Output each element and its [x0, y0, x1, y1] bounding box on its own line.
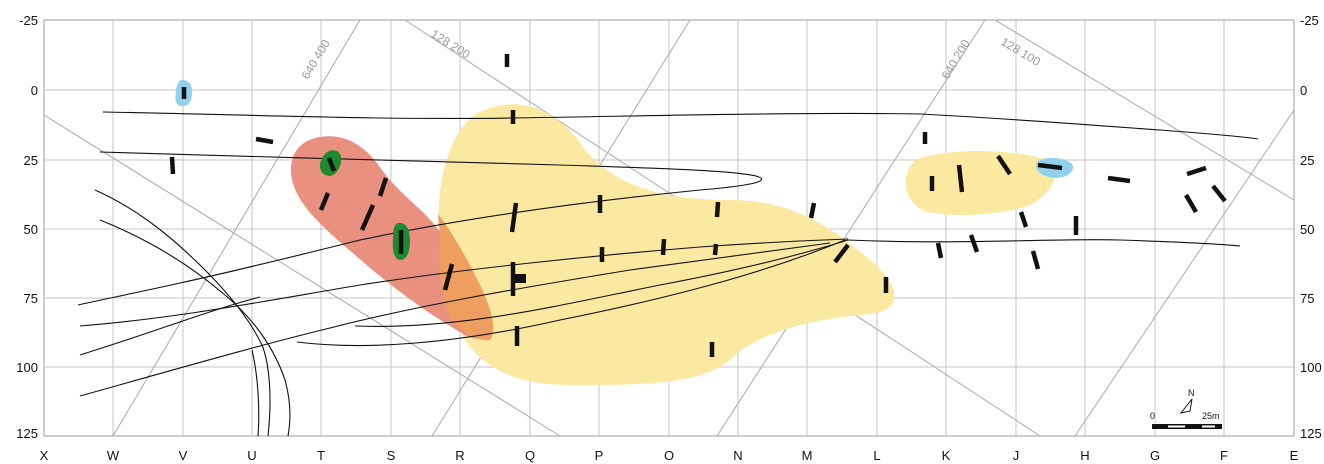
red-zone — [290, 136, 493, 339]
column-label: G — [1150, 448, 1160, 463]
row-label-right: 50 — [1300, 222, 1314, 237]
row-label-left: 125 — [16, 426, 38, 441]
row-label-left: 50 — [24, 222, 38, 237]
column-label: L — [873, 448, 880, 463]
row-label-left: 0 — [31, 83, 38, 98]
column-label: J — [1013, 448, 1020, 463]
northing-label-128200: 128 200 — [428, 27, 472, 62]
column-label: T — [317, 448, 325, 463]
sample-marks — [169, 54, 1227, 357]
column-label: K — [942, 448, 951, 463]
column-label: X — [40, 448, 49, 463]
row-label-right: 0 — [1300, 83, 1307, 98]
column-label: Q — [525, 448, 535, 463]
row-label-left: 75 — [24, 291, 38, 306]
row-label-left: 25 — [24, 153, 38, 168]
north-arrow-icon: N — [1179, 388, 1195, 414]
row-label-right: 25 — [1300, 153, 1314, 168]
row-label-left: -25 — [19, 13, 38, 28]
north-label: N — [1188, 388, 1195, 398]
overlap-zone — [438, 214, 494, 341]
column-label: H — [1080, 448, 1089, 463]
column-label: R — [455, 448, 464, 463]
column-label: W — [107, 448, 120, 463]
yellow-zone — [438, 104, 895, 386]
column-label: P — [595, 448, 604, 463]
row-labels-left: -25 0 25 50 75 100 125 — [16, 13, 38, 441]
column-label: E — [1290, 448, 1299, 463]
column-label: N — [733, 448, 742, 463]
row-label-left: 100 — [16, 360, 38, 375]
column-label: S — [387, 448, 396, 463]
yellow-zone-east — [905, 151, 1056, 216]
column-labels: X W V U T S R Q P O N M L K J H G F E — [40, 448, 1299, 463]
sample-block — [512, 274, 526, 283]
scale-end-label: 25m — [1202, 411, 1220, 421]
northing-label-128100: 128 100 — [998, 35, 1043, 70]
scale-start-label: 0 — [1150, 411, 1155, 421]
row-labels-right: -25 0 25 50 75 100 125 — [1300, 13, 1322, 441]
column-label: U — [247, 448, 256, 463]
column-label: F — [1220, 448, 1228, 463]
column-label: V — [179, 448, 188, 463]
contour-lines — [77, 111, 1259, 437]
row-label-right: -25 — [1300, 13, 1319, 28]
column-label: O — [664, 448, 674, 463]
easting-label-640200: 640 200 — [939, 37, 974, 82]
row-label-right: 100 — [1300, 360, 1322, 375]
row-label-right: 75 — [1300, 291, 1314, 306]
scale-bar: 0 25m — [1150, 411, 1222, 429]
row-label-right: 125 — [1300, 426, 1322, 441]
column-label: M — [802, 448, 813, 463]
